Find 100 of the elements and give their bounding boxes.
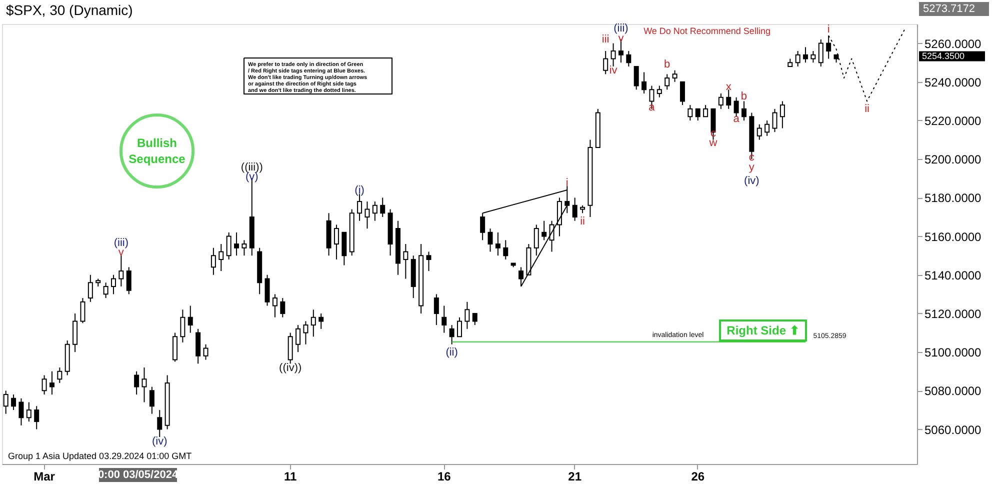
y-tick-label: 5140.0000: [924, 268, 982, 282]
y-tick-label: 5100.0000: [924, 346, 982, 360]
annotation: b: [664, 58, 670, 71]
candlestick: [642, 72, 647, 94]
candlestick: [403, 244, 408, 280]
annotation: ii: [580, 216, 585, 228]
y-tick-label: 5060.0000: [924, 422, 982, 437]
y-tick-label: 5200.0000: [924, 152, 982, 167]
annotation: (iv): [152, 436, 168, 448]
candlestick: [634, 66, 639, 90]
annotation: iii: [602, 33, 610, 46]
x-tick-label: 26: [691, 470, 705, 484]
candlestick: [310, 309, 316, 338]
candlestick: [626, 50, 632, 67]
candlestick: [34, 406, 40, 430]
candlestick: [126, 266, 132, 295]
candlestick: [380, 197, 386, 218]
annotation: (i): [354, 184, 364, 197]
candlestick: [149, 386, 154, 414]
candlestick: [726, 89, 732, 110]
x-tick-label: Mar: [34, 470, 56, 484]
x-tick-label: 21: [568, 470, 582, 484]
annotation: Right Side ⬆: [726, 324, 800, 338]
candlestick: [688, 104, 693, 121]
candlestick: [495, 232, 500, 256]
candlestick: [57, 367, 62, 384]
candlestick: [372, 201, 378, 222]
annotation: Bullish Sequence: [128, 136, 186, 166]
candlestick: [534, 224, 539, 256]
candlestick: [464, 301, 470, 330]
annotation: (v): [245, 171, 258, 184]
candlestick: [180, 309, 186, 343]
candlestick: [426, 251, 432, 272]
candlestick: [72, 312, 78, 353]
candlestick: [26, 402, 32, 422]
annotation: v: [618, 32, 624, 44]
candlestick: [280, 298, 286, 318]
x-tick-label: 16: [437, 470, 452, 484]
candlestick: [810, 50, 816, 64]
candlestick: [695, 108, 700, 121]
annotation: (iii): [614, 22, 628, 35]
candlestick: [142, 367, 147, 403]
candlestick: [157, 409, 162, 438]
candlestick: [718, 92, 724, 110]
chart-title: $SPX, 30 (Dynamic): [6, 2, 133, 18]
candlestick: [288, 332, 293, 364]
candlestick: [818, 38, 824, 67]
candlestick: [188, 305, 193, 334]
candlestick: [103, 282, 108, 299]
annotation: ((iii)): [240, 161, 263, 174]
candlestick: [764, 120, 770, 136]
candlestick: [442, 305, 447, 334]
annotation: i: [827, 24, 830, 36]
candlestick: [457, 316, 462, 338]
candlestick: [780, 100, 785, 129]
candlestick: [272, 294, 278, 318]
candlestick: [134, 370, 140, 396]
candlestick: [503, 240, 508, 260]
candlestick: [741, 100, 746, 121]
candlestick: [680, 81, 685, 106]
annotation: We Do Not Recommend Selling: [644, 26, 770, 36]
annotation: a: [733, 112, 740, 125]
annotation: w: [708, 137, 718, 150]
candlestick: [318, 312, 324, 330]
candlestick: [203, 344, 208, 360]
candlestick: [172, 332, 178, 362]
candlestick: [734, 96, 739, 118]
candlestick: [795, 50, 800, 67]
annotation: (iii): [114, 236, 129, 249]
candlestick: [226, 232, 232, 260]
x-tick-label: 11: [284, 470, 298, 484]
candlestick: [342, 232, 347, 266]
candlestick: [656, 85, 662, 98]
candlestick: [49, 370, 54, 396]
candlestick: [364, 201, 370, 230]
candlestick: [610, 42, 616, 67]
y-tick-label: 5260.0000: [924, 36, 982, 51]
annotation: c: [748, 152, 755, 164]
candlestick: [756, 124, 762, 140]
y-tick-label: 5180.0000: [924, 191, 982, 206]
annotation: Group 1 Asia Updated 03.29.2024 01:00 GMT: [8, 451, 192, 461]
text: 0:00 03/05/2024: [98, 469, 179, 481]
candlestick: [572, 197, 578, 222]
candlestick: [264, 274, 270, 306]
annotation: iv: [609, 64, 618, 76]
candlestick: [218, 244, 224, 272]
text: 5254.3500: [922, 51, 965, 62]
candlestick: [234, 232, 240, 256]
candlestick: [3, 390, 8, 414]
candlestick: [603, 50, 608, 75]
candlestick: [18, 398, 24, 426]
annotation: (ii): [446, 346, 458, 359]
candlestick: [11, 394, 16, 410]
candlestick: [303, 320, 308, 345]
text: 5273.7172: [923, 3, 975, 15]
candlestick: [334, 224, 339, 260]
y-tick-label: 5120.0000: [924, 306, 982, 321]
annotation: b: [740, 90, 748, 103]
candlestick: [242, 240, 247, 256]
y-tick-label: 5160.0000: [924, 230, 982, 244]
